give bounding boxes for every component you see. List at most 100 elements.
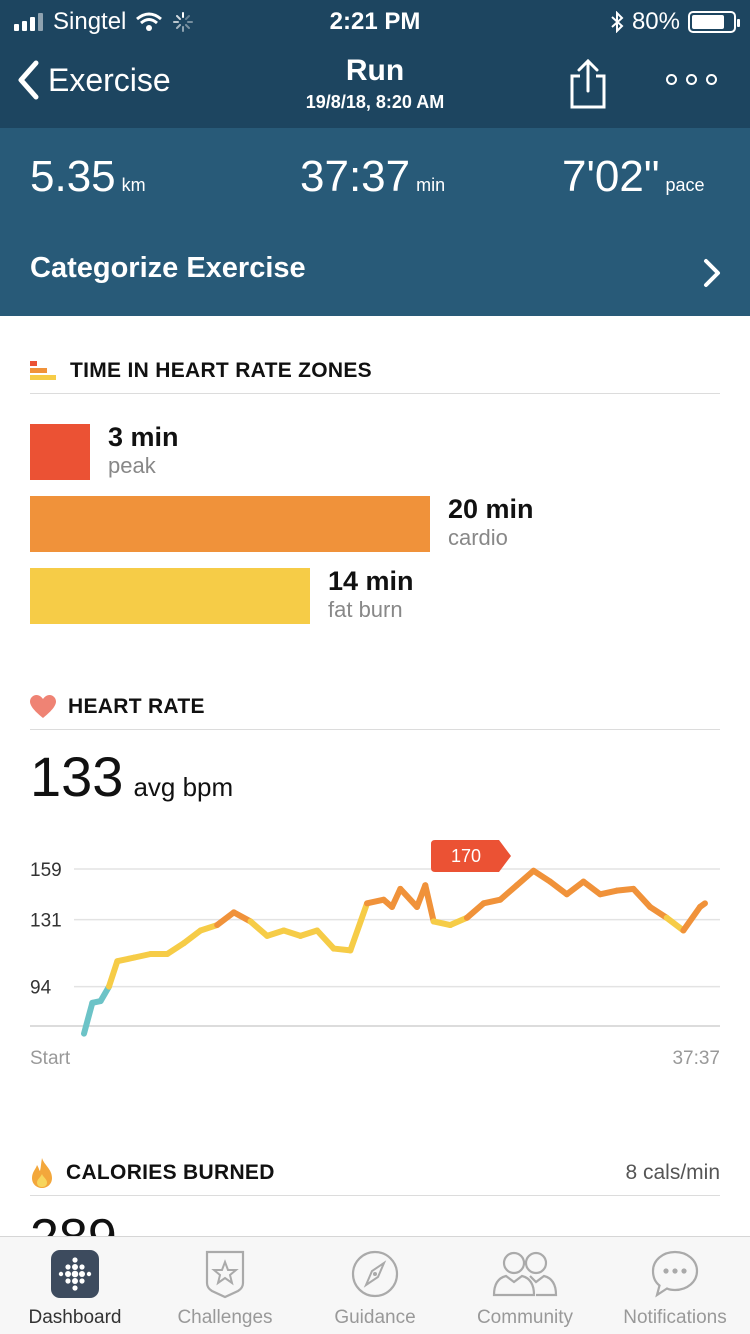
heart-rate-line-segment — [81, 999, 96, 1037]
heart-rate-title: HEART RATE — [68, 694, 205, 718]
tab-guidance[interactable]: Guidance — [300, 1237, 450, 1334]
page-title: Run — [345, 54, 405, 87]
battery-percent: 80% — [631, 8, 680, 35]
chart-y-tick-label: 94 — [30, 978, 52, 999]
heart-rate-line-segment — [630, 885, 654, 910]
zones-icon — [30, 360, 56, 380]
zone-minutes: 3 min — [108, 422, 179, 452]
heart-rate-line-segment — [447, 914, 470, 929]
calories-rate: 8 cals/min — [625, 1160, 720, 1184]
heart-rate-chart[interactable]: 159 131 94 170 — [0, 840, 750, 1040]
status-bar: Singtel 2:21 PM 80% — [0, 0, 750, 40]
tab-notifications[interactable]: Notifications — [600, 1237, 750, 1334]
zone-bar-fat-burn — [30, 568, 310, 624]
distance-unit: km — [121, 175, 146, 195]
zone-label-group: 14 min fat burn — [328, 566, 414, 623]
share-icon[interactable] — [566, 58, 610, 110]
duration-stat: 37:37 min — [300, 152, 445, 202]
exercise-summary: 5.35 km 37:37 min 7'02" pace Categorize … — [0, 128, 750, 316]
categorize-exercise-row[interactable]: Categorize Exercise — [0, 228, 750, 316]
flame-icon — [32, 1157, 52, 1188]
tab-guidance-label: Guidance — [334, 1307, 416, 1328]
heart-rate-line-segment — [697, 900, 709, 910]
carrier-group: Singtel — [14, 8, 194, 36]
signal-icon — [14, 13, 43, 31]
heart-rate-line-segment — [164, 940, 187, 957]
chat-bubble-icon — [651, 1250, 699, 1298]
zones-title: TIME IN HEART RATE ZONES — [70, 358, 372, 382]
heart-rate-line-segment — [547, 878, 570, 898]
battery-icon — [688, 11, 740, 33]
zone-bar-cardio — [30, 496, 430, 552]
wifi-icon — [136, 12, 163, 31]
people-icon — [492, 1251, 558, 1297]
pace-value: 7'02" — [562, 152, 660, 201]
exercise-datetime: 19/8/18, 8:20 AM — [305, 92, 445, 112]
chart-start-label: Start — [30, 1048, 71, 1069]
tab-community[interactable]: Community — [450, 1237, 600, 1334]
tab-dashboard[interactable]: Dashboard — [0, 1237, 150, 1334]
heart-rate-line-segment — [663, 914, 687, 934]
distance-value: 5.35 — [30, 152, 116, 201]
zone-minutes: 20 min — [448, 494, 534, 524]
heart-rate-line-segment — [680, 903, 704, 934]
duration-unit: min — [416, 175, 446, 195]
nav-title-group: Run 19/8/18, 8:20 AM — [0, 54, 750, 113]
status-right: 80% — [610, 8, 740, 36]
compass-icon — [351, 1250, 399, 1298]
heart-rate-line-segment — [214, 909, 237, 929]
duration-value: 37:37 — [300, 152, 411, 201]
categorize-exercise-label: Categorize Exercise — [30, 252, 306, 284]
heart-rate-line-segment — [397, 885, 420, 910]
tab-challenges[interactable]: Challenges — [150, 1237, 300, 1334]
pace-stat: 7'02" pace — [562, 152, 704, 202]
bluetooth-icon — [611, 11, 624, 33]
dashboard-icon — [51, 1250, 99, 1298]
calories-title: CALORIES BURNED — [66, 1160, 275, 1184]
more-options-icon[interactable] — [666, 74, 717, 85]
tab-challenges-label: Challenges — [177, 1307, 273, 1328]
zones-section-header: TIME IN HEART RATE ZONES — [30, 348, 720, 394]
loading-spinner-icon — [173, 12, 194, 32]
heart-rate-line-segment — [230, 909, 254, 925]
heart-rate-line-segment — [497, 882, 520, 903]
star-badge-icon — [205, 1250, 245, 1299]
chart-y-tick-label: 131 — [30, 911, 62, 932]
zone-label-group: 20 min cardio — [448, 494, 534, 551]
back-button[interactable]: Exercise — [16, 60, 171, 100]
heart-rate-line-segment — [647, 903, 670, 921]
chart-y-tick-label: 159 — [30, 860, 62, 881]
chevron-right-icon — [704, 259, 720, 287]
avg-bpm-value: 133 — [30, 745, 124, 808]
heart-rate-line-segment — [314, 927, 337, 952]
zone-name: cardio — [448, 525, 508, 550]
chart-end-label: 37:37 — [672, 1048, 720, 1069]
tab-dashboard-label: Dashboard — [28, 1307, 122, 1328]
zone-minutes: 14 min — [328, 566, 414, 596]
heart-rate-line-segment — [247, 918, 271, 939]
avg-bpm-unit: avg bpm — [133, 772, 234, 802]
heart-rate-line-segment — [105, 958, 121, 990]
zone-bar-peak — [30, 424, 90, 480]
heart-icon — [30, 694, 56, 718]
heart-rate-section-header: HEART RATE — [30, 684, 720, 730]
app-header: Singtel 2:21 PM 80% — [0, 0, 750, 128]
calories-value: 289 — [30, 1212, 117, 1236]
heart-rate-line-segment — [530, 867, 554, 885]
status-time: 2:21 PM — [329, 8, 421, 35]
tab-bar: Dashboard Challenges Guidance Community … — [0, 1236, 750, 1334]
calories-section-header: CALORIES BURNED 8 cals/min — [30, 1150, 720, 1196]
zone-name: peak — [108, 453, 156, 478]
avg-heart-rate: 133 avg bpm — [30, 744, 233, 809]
zone-name: fat burn — [328, 597, 403, 622]
tab-notifications-label: Notifications — [623, 1307, 727, 1328]
pace-unit: pace — [665, 175, 705, 195]
peak-heart-rate-value: 170 — [451, 846, 481, 866]
heart-rate-line-segment — [580, 878, 604, 898]
zone-label-group: 3 min peak — [108, 422, 179, 479]
tab-community-label: Community — [476, 1307, 574, 1328]
heart-rate-line-segment — [347, 900, 371, 954]
back-label: Exercise — [48, 61, 171, 98]
chevron-left-icon — [18, 60, 39, 100]
distance-stat: 5.35 km — [30, 152, 146, 202]
